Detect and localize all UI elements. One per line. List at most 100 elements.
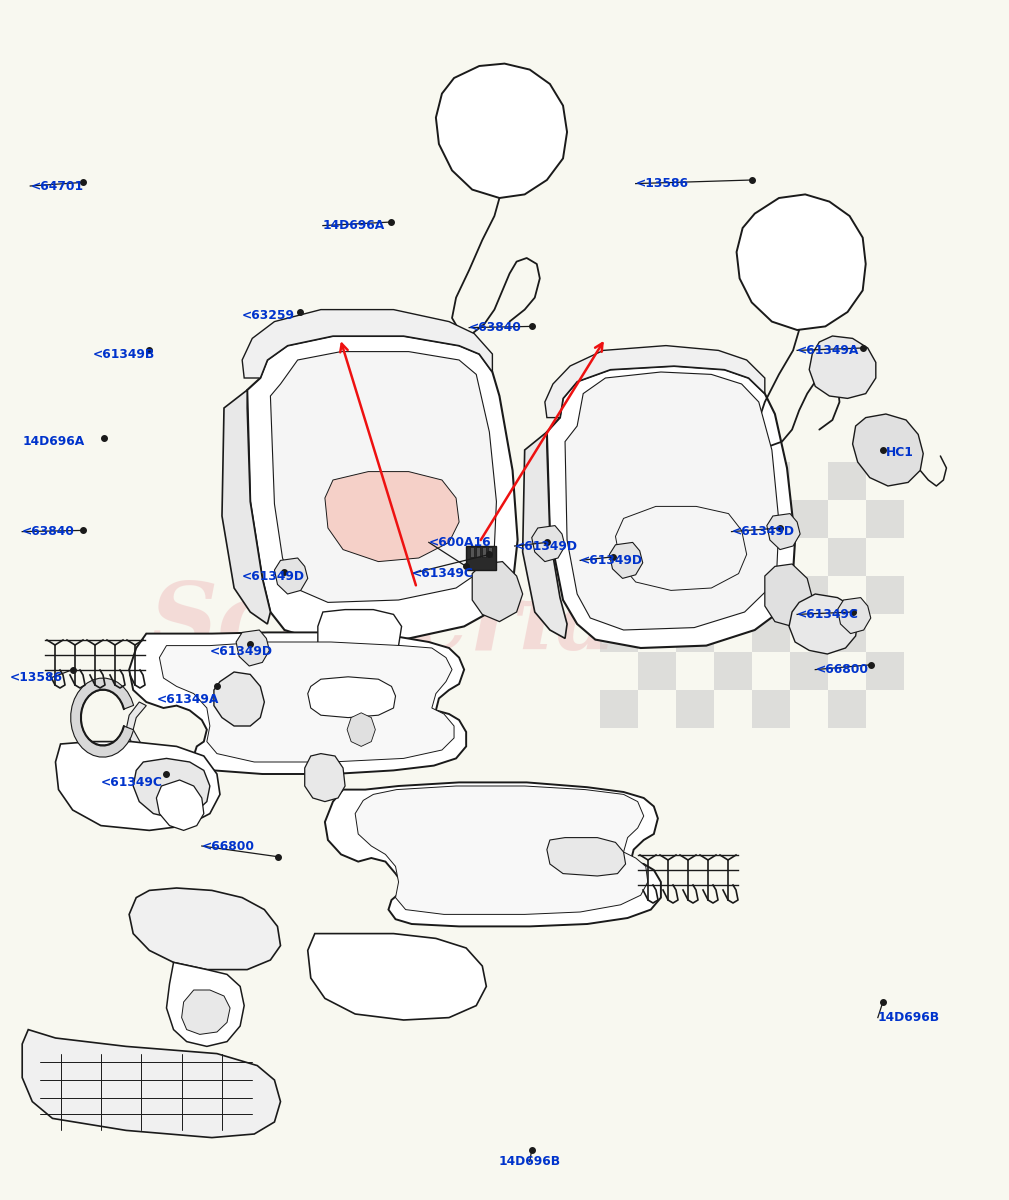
Polygon shape: [55, 742, 220, 830]
Bar: [639, 652, 676, 690]
Bar: [714, 576, 753, 614]
Bar: [828, 538, 867, 576]
Polygon shape: [837, 598, 871, 634]
Bar: [753, 462, 790, 500]
Polygon shape: [325, 782, 661, 926]
Bar: [867, 576, 904, 614]
Polygon shape: [214, 672, 264, 726]
Bar: [676, 538, 714, 576]
Polygon shape: [767, 514, 800, 550]
Polygon shape: [308, 934, 486, 1020]
Polygon shape: [247, 336, 518, 642]
Polygon shape: [159, 642, 454, 762]
Text: <13586: <13586: [10, 672, 64, 684]
Polygon shape: [126, 702, 214, 778]
Polygon shape: [71, 678, 133, 757]
Text: <61349B: <61349B: [93, 348, 155, 360]
Text: <600A16: <600A16: [429, 536, 491, 548]
Text: <61349C: <61349C: [101, 776, 162, 788]
Bar: [867, 500, 904, 538]
Bar: [828, 462, 867, 500]
Text: 14D696B: 14D696B: [878, 1012, 940, 1024]
Text: <61349A: <61349A: [156, 694, 219, 706]
Polygon shape: [523, 432, 567, 638]
Text: <61349D: <61349D: [515, 540, 577, 552]
Polygon shape: [615, 506, 747, 590]
Bar: [476, 547, 480, 557]
Bar: [714, 500, 753, 538]
Bar: [828, 690, 867, 728]
Bar: [790, 576, 828, 614]
Bar: [488, 547, 492, 557]
Bar: [714, 652, 753, 690]
Polygon shape: [129, 632, 466, 774]
Polygon shape: [182, 990, 230, 1034]
Polygon shape: [547, 366, 795, 648]
Text: <63840: <63840: [22, 526, 75, 538]
Bar: [639, 500, 676, 538]
Bar: [600, 462, 639, 500]
Text: Scuderia: Scuderia: [149, 578, 618, 670]
Polygon shape: [318, 610, 402, 660]
Text: HC1: HC1: [886, 446, 914, 458]
Text: <61349D: <61349D: [580, 554, 643, 566]
Polygon shape: [325, 472, 459, 562]
Polygon shape: [853, 414, 923, 486]
Polygon shape: [242, 310, 492, 378]
Text: <61349D: <61349D: [732, 526, 794, 538]
Bar: [600, 614, 639, 652]
Polygon shape: [129, 888, 281, 970]
Text: <64701: <64701: [30, 180, 84, 192]
Text: <61349D: <61349D: [210, 646, 272, 658]
Bar: [600, 538, 639, 576]
Bar: [753, 614, 790, 652]
Polygon shape: [308, 677, 396, 718]
Bar: [790, 652, 828, 690]
Bar: [600, 690, 639, 728]
Text: 14D696A: 14D696A: [323, 220, 385, 232]
Bar: [753, 538, 790, 576]
Text: 14D696B: 14D696B: [498, 1156, 561, 1168]
Text: <63840: <63840: [469, 322, 522, 334]
Bar: [790, 500, 828, 538]
Bar: [867, 652, 904, 690]
Text: <13586: <13586: [636, 178, 689, 190]
Polygon shape: [765, 564, 812, 626]
Polygon shape: [789, 594, 858, 654]
FancyBboxPatch shape: [466, 546, 496, 570]
Text: <66800: <66800: [815, 664, 869, 676]
Polygon shape: [305, 754, 345, 802]
Polygon shape: [236, 630, 269, 666]
Polygon shape: [166, 962, 244, 1046]
Bar: [676, 614, 714, 652]
Bar: [676, 462, 714, 500]
Polygon shape: [436, 64, 567, 198]
Text: 14D696A: 14D696A: [22, 436, 85, 448]
Text: <61349A: <61349A: [797, 344, 860, 356]
Polygon shape: [133, 758, 210, 818]
Polygon shape: [532, 526, 565, 562]
Text: <63259: <63259: [242, 310, 296, 322]
Polygon shape: [270, 352, 496, 602]
Polygon shape: [565, 372, 779, 630]
Bar: [828, 614, 867, 652]
Polygon shape: [355, 786, 648, 914]
Text: <66800: <66800: [202, 840, 255, 852]
Polygon shape: [22, 1030, 281, 1138]
Bar: [470, 547, 474, 557]
Bar: [482, 547, 486, 557]
Text: <61349C: <61349C: [412, 568, 473, 580]
Polygon shape: [347, 713, 375, 746]
Bar: [676, 690, 714, 728]
Polygon shape: [609, 542, 643, 578]
Polygon shape: [472, 562, 523, 622]
Bar: [753, 690, 790, 728]
Text: <61349C: <61349C: [797, 608, 859, 620]
Polygon shape: [809, 336, 876, 398]
Polygon shape: [545, 346, 765, 418]
Polygon shape: [737, 194, 866, 330]
Text: <61349D: <61349D: [242, 570, 305, 582]
Polygon shape: [156, 780, 204, 830]
Bar: [639, 576, 676, 614]
Polygon shape: [222, 390, 270, 624]
